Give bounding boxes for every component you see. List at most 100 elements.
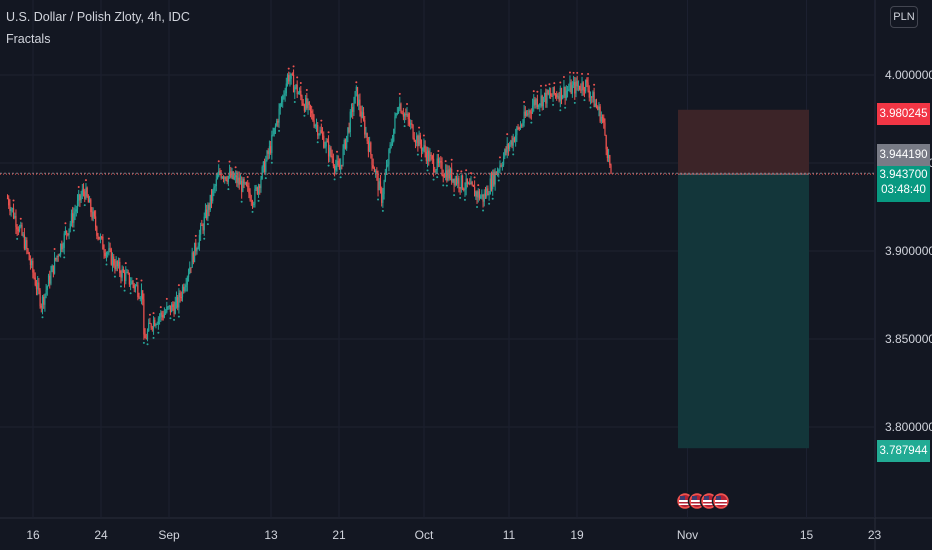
candle-body (167, 306, 169, 308)
candle-body (344, 139, 347, 149)
fractal-down-marker (203, 237, 206, 240)
candle-body (208, 204, 210, 210)
fractal-up-marker (107, 237, 110, 240)
candle-body (579, 85, 581, 90)
candle-body (510, 140, 512, 145)
candle-body (488, 194, 490, 196)
candle-body (517, 127, 519, 129)
candle-body (448, 169, 450, 179)
candle-body (267, 151, 269, 154)
fractal-down-marker (453, 194, 456, 197)
candle-body (256, 187, 258, 194)
candle-body (179, 293, 181, 298)
candle-body (288, 75, 290, 82)
candle-body (313, 120, 315, 127)
candle-body (239, 180, 242, 185)
fractal-down-marker (257, 199, 260, 202)
candle-body (593, 92, 595, 108)
candle-body (396, 112, 398, 114)
fractal-down-marker (416, 153, 419, 156)
candle-body (169, 305, 172, 313)
candle-body (411, 123, 413, 125)
candle-body (441, 161, 443, 175)
fractal-down-marker (240, 200, 243, 203)
candle-body (72, 213, 74, 223)
candle-body (563, 86, 565, 96)
time-tick-label: 19 (570, 528, 584, 542)
candle-body (219, 171, 221, 173)
economic-events[interactable] (675, 491, 731, 511)
candle-body (309, 105, 312, 111)
candle-body (76, 200, 79, 210)
fractal-down-marker (512, 153, 515, 156)
candle-body (12, 208, 15, 219)
candle-body (120, 273, 122, 278)
fractal-down-marker (463, 198, 466, 201)
time-axis[interactable]: 16 24 Sep 13 21 Oct 11 19 Nov 15 23 (26, 528, 881, 542)
candle-body (279, 103, 281, 109)
stop-loss-price-tag: 3.980245 (877, 103, 930, 125)
candle-body (440, 161, 442, 163)
currency-button[interactable]: PLN (890, 6, 918, 28)
candle-body (395, 113, 397, 117)
candle-body (52, 265, 54, 274)
candle-body (326, 141, 328, 143)
candle-body (336, 160, 338, 166)
candle-body (183, 286, 185, 291)
candle-body (539, 103, 541, 106)
candle-body (61, 243, 63, 250)
fractal-down-marker (129, 292, 132, 295)
candle-body (139, 298, 141, 300)
flag-stripe (715, 503, 727, 505)
fractal-down-marker (119, 285, 122, 288)
candle-body (203, 216, 205, 231)
candle-body (327, 141, 330, 157)
candle-body (506, 144, 508, 153)
candle-body (600, 116, 602, 122)
fractal-down-marker (476, 205, 479, 208)
candle-body (580, 89, 582, 91)
candle-body (186, 277, 188, 285)
candle-body (156, 323, 158, 325)
fractal-down-marker (251, 210, 254, 213)
fractal-up-marker (159, 306, 162, 309)
fractal-up-marker (548, 83, 551, 86)
candle-body (576, 81, 578, 87)
candle-body (103, 249, 105, 253)
candle-body (308, 101, 310, 106)
fractal-down-marker (16, 237, 19, 240)
candle-body (375, 171, 377, 173)
candle-body (568, 89, 570, 91)
candle-body (461, 175, 464, 189)
candle-body (192, 252, 194, 263)
candle-body (428, 150, 430, 162)
candle-body (471, 182, 473, 186)
us-flag-icon[interactable] (711, 491, 731, 511)
candle-body (277, 120, 279, 123)
candle-body (475, 191, 477, 197)
fractal-up-marker (12, 199, 15, 202)
candle-body (262, 161, 264, 167)
time-tick-label: 13 (264, 528, 278, 542)
candle-body (230, 171, 232, 178)
candle-body (66, 230, 68, 234)
fractal-down-marker (157, 331, 160, 334)
candle-body (423, 145, 425, 149)
candle-body (467, 182, 470, 184)
fractal-up-marker (568, 71, 571, 74)
candle-body (291, 73, 293, 75)
candle-body (284, 93, 286, 96)
candle-body (22, 234, 24, 236)
candle-body (125, 272, 127, 282)
candle-body (319, 130, 321, 135)
indicator-label[interactable]: Fractals (6, 32, 51, 46)
candle-body (157, 318, 159, 324)
candle-body (378, 181, 380, 191)
candle-body (289, 78, 291, 82)
candle-body (161, 312, 163, 316)
candle-body (138, 297, 140, 299)
position-zones[interactable] (678, 109, 809, 449)
symbol-title[interactable]: U.S. Dollar / Polish Zloty, 4h, IDC (6, 10, 190, 24)
candle-body (321, 132, 324, 136)
